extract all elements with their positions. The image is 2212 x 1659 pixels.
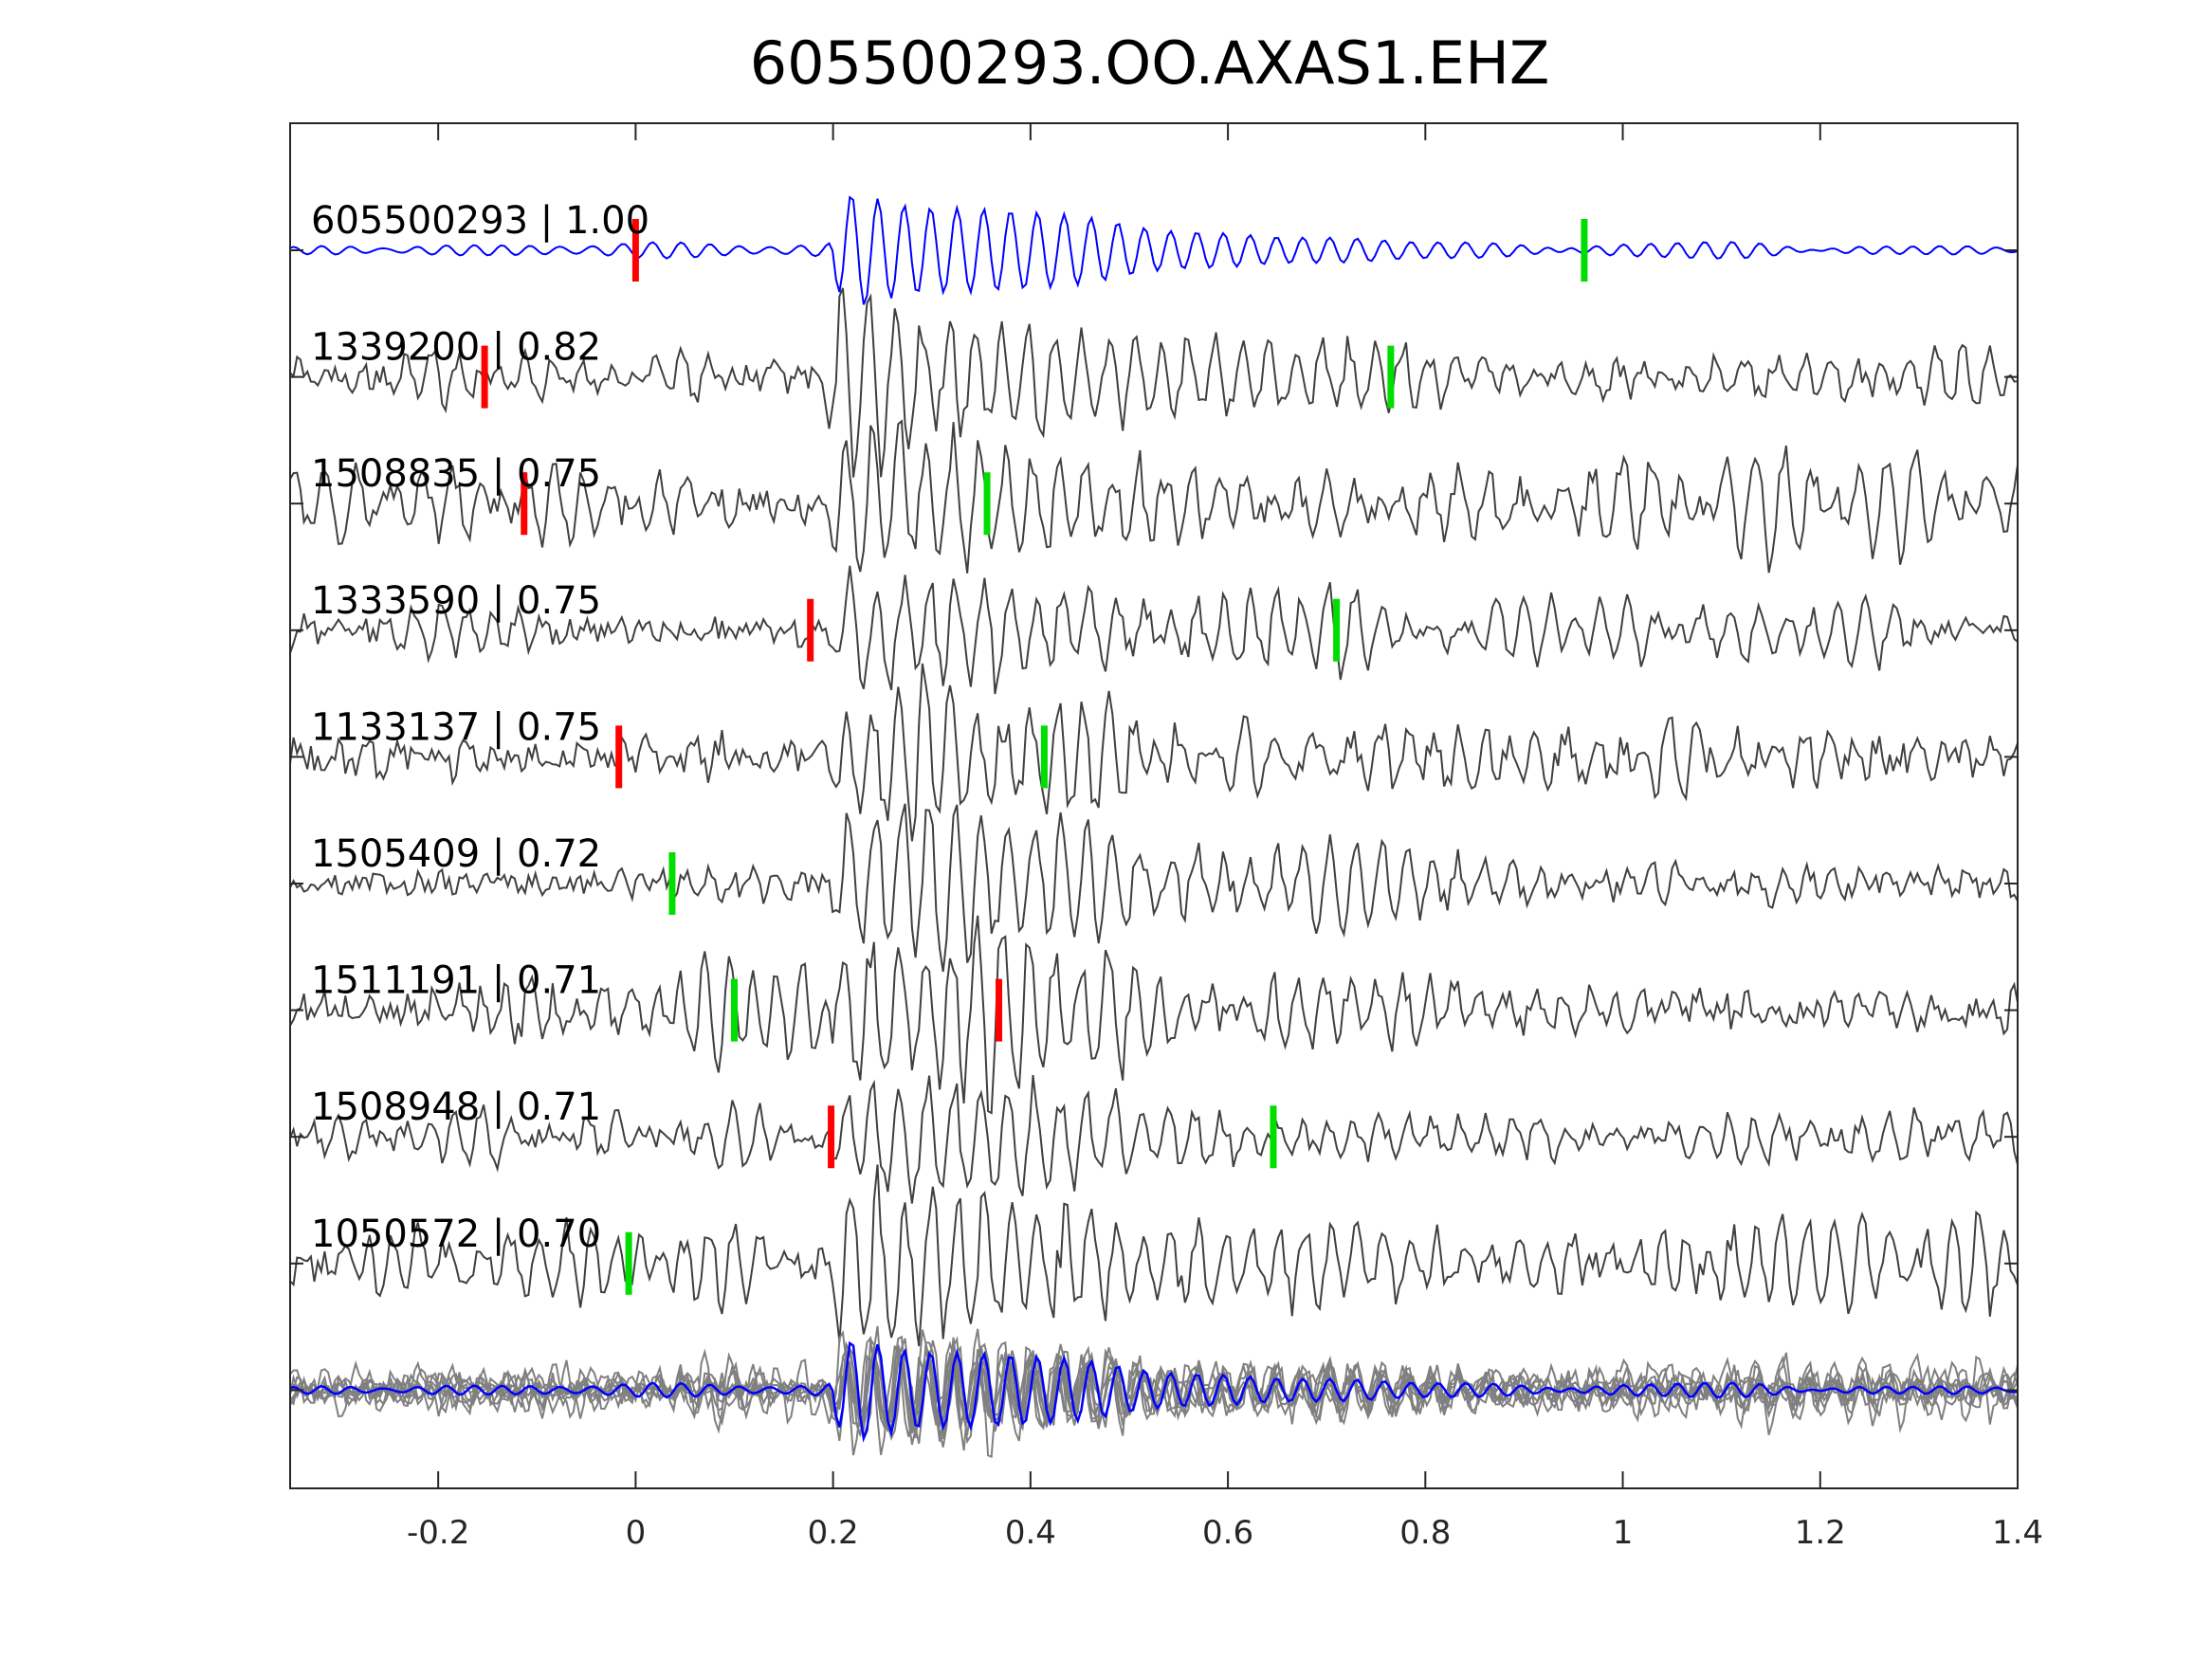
waveform-trace-5 bbox=[290, 803, 2018, 973]
x-tick-label: 0.4 bbox=[1005, 1514, 1056, 1552]
x-tick-label: -0.2 bbox=[407, 1514, 469, 1552]
trace-label: 1339200 | 0.82 bbox=[311, 326, 601, 370]
waveform-trace-8 bbox=[290, 1164, 2018, 1347]
stacked-trace-6 bbox=[290, 1328, 2018, 1458]
waveform-trace-7 bbox=[290, 1074, 2018, 1204]
trace-label: 1508835 | 0.75 bbox=[311, 452, 601, 496]
waveform-trace-3 bbox=[290, 565, 2018, 695]
trace-label: 1511191 | 0.71 bbox=[311, 959, 601, 1003]
waveform-trace-1 bbox=[290, 287, 2018, 478]
x-tick-label: 0 bbox=[626, 1514, 647, 1552]
x-tick-label: 0.6 bbox=[1202, 1514, 1253, 1552]
x-tick-label: 1.4 bbox=[1992, 1514, 2043, 1552]
trace-label: 605500293 | 1.00 bbox=[311, 199, 649, 243]
trace-label: 1050572 | 0.70 bbox=[311, 1212, 601, 1256]
trace-label: 1333590 | 0.75 bbox=[311, 579, 601, 623]
trace-label: 1508948 | 0.71 bbox=[311, 1085, 601, 1129]
chart-title: 605500293.OO.AXAS1.EHZ bbox=[749, 28, 1550, 98]
x-tick-label: 1.2 bbox=[1795, 1514, 1846, 1552]
waveform-trace-0 bbox=[290, 195, 2018, 305]
waveform-trace-2 bbox=[290, 419, 2018, 574]
trace-label: 1133137 | 0.75 bbox=[311, 705, 601, 749]
x-tick-label: 1 bbox=[1613, 1514, 1634, 1552]
trace-label: 1505409 | 0.72 bbox=[311, 832, 601, 876]
plot-frame bbox=[289, 122, 2019, 1489]
x-tick-label: 0.2 bbox=[808, 1514, 859, 1552]
x-tick-label: 0.8 bbox=[1399, 1514, 1451, 1552]
waveform-trace-6 bbox=[290, 915, 2018, 1115]
stacked-template-trace bbox=[290, 1340, 2018, 1443]
waveform-trace-4 bbox=[290, 663, 2018, 842]
traces-group bbox=[290, 195, 2018, 1458]
